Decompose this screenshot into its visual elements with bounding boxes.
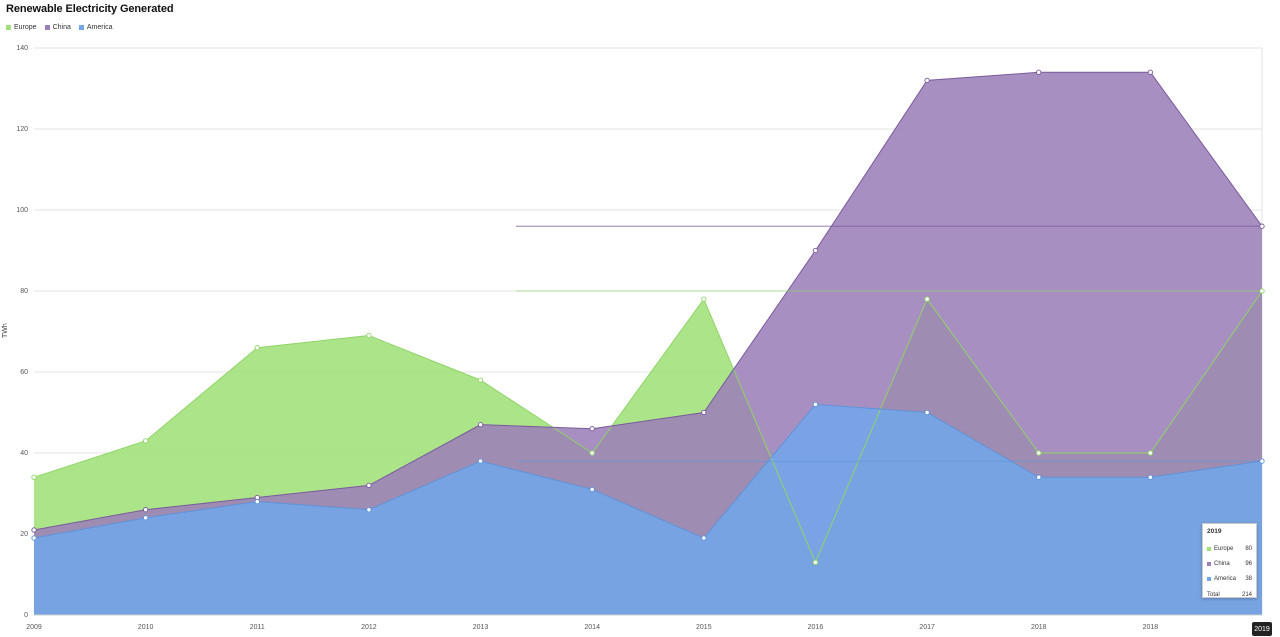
data-point-china[interactable] — [1259, 223, 1265, 229]
tooltip-name-europe: Europe — [1214, 545, 1234, 552]
legend-label-america: America — [86, 24, 113, 31]
tooltip-value-europe: 80 — [1245, 545, 1252, 552]
chart-title: Renewable Electricity Generated — [6, 3, 174, 15]
x-tick-label: 2018 — [1031, 624, 1047, 631]
x-tick-label: 2013 — [473, 624, 489, 631]
legend: Europe China America — [6, 24, 113, 31]
tooltip-total-value: 214 — [1241, 592, 1252, 598]
legend-label-china: China — [52, 24, 71, 31]
data-point-america[interactable] — [1259, 458, 1265, 464]
series-line-china — [33, 71, 1263, 531]
data-point-europe[interactable] — [1259, 288, 1265, 294]
tooltip-swatch-china — [1207, 561, 1211, 566]
data-point-america[interactable] — [254, 498, 260, 505]
legend-swatch-china — [44, 25, 50, 30]
tooltip-value-america: 38 — [1245, 575, 1252, 582]
x-tick-label: 2015 — [696, 624, 712, 631]
tooltip-row-europe: Europe 80 — [1207, 541, 1252, 556]
x-tick-label: 2010 — [138, 624, 154, 631]
legend-item-europe[interactable]: Europe — [6, 24, 37, 31]
y-tick-label: 40 — [20, 450, 28, 457]
legend-item-china[interactable]: China — [44, 24, 71, 31]
data-point-china[interactable] — [812, 247, 819, 254]
x-tick-label: 2018 — [1143, 624, 1159, 631]
tooltip-row-china: China 96 — [1207, 556, 1252, 571]
tooltip-swatch-europe — [1207, 546, 1211, 551]
series-line-america — [33, 403, 1263, 539]
tooltip-value-china: 96 — [1245, 560, 1252, 567]
data-point-america[interactable] — [31, 535, 37, 541]
data-point-europe[interactable] — [366, 332, 372, 339]
data-point-america[interactable] — [812, 401, 819, 408]
hover-x-badge: 2019 — [1252, 622, 1272, 636]
data-point-europe[interactable] — [254, 345, 260, 351]
data-point-china[interactable] — [1036, 69, 1042, 75]
data-point-america[interactable] — [477, 458, 484, 464]
tooltip-total-label: Total — [1207, 592, 1220, 598]
series-line-europe — [33, 290, 1263, 564]
data-point-america[interactable] — [142, 515, 149, 521]
legend-item-america[interactable]: America — [78, 24, 113, 31]
data-point-china[interactable] — [589, 426, 595, 432]
data-point-europe[interactable] — [701, 296, 707, 302]
data-point-china[interactable] — [142, 507, 149, 513]
data-point-europe[interactable] — [477, 377, 484, 383]
x-tick-label: 2012 — [361, 624, 377, 631]
x-tick-label: 2016 — [808, 624, 824, 631]
data-point-europe[interactable] — [812, 559, 819, 565]
data-point-america[interactable] — [366, 507, 372, 513]
y-tick-label: 20 — [20, 531, 28, 538]
y-tick-label: 100 — [16, 207, 28, 214]
tooltip-swatch-america — [1207, 576, 1211, 581]
legend-swatch-europe — [6, 25, 11, 30]
y-tick-label: 60 — [20, 369, 28, 376]
y-tick-label: 0 — [24, 612, 28, 619]
data-point-europe[interactable] — [31, 474, 37, 480]
data-point-america[interactable] — [589, 486, 595, 493]
legend-label-europe: Europe — [14, 24, 37, 31]
x-tick-label: 2009 — [26, 624, 42, 631]
data-point-america[interactable] — [1147, 474, 1154, 480]
data-point-china[interactable] — [366, 482, 372, 489]
tooltip: 2019 Europe 80 China 96 America 38 Total… — [1202, 523, 1257, 598]
data-point-china[interactable] — [31, 527, 37, 533]
data-point-america[interactable] — [1036, 474, 1042, 480]
x-tick-label: 2014 — [584, 624, 600, 631]
data-point-america[interactable] — [924, 409, 930, 416]
data-point-america[interactable] — [701, 535, 707, 541]
data-point-europe[interactable] — [142, 438, 149, 444]
data-point-europe[interactable] — [1147, 450, 1154, 456]
data-point-europe[interactable] — [924, 296, 930, 302]
data-point-europe[interactable] — [1036, 450, 1042, 456]
x-tick-label: 2011 — [250, 624, 265, 631]
legend-swatch-america — [78, 25, 84, 30]
data-point-china[interactable] — [924, 77, 930, 84]
y-tick-label: 120 — [16, 126, 28, 133]
data-point-china[interactable] — [701, 409, 707, 416]
tooltip-total-row: Total 214 — [1207, 588, 1252, 602]
y-tick-label: 140 — [16, 45, 28, 52]
tooltip-row-america: America 38 — [1207, 571, 1252, 586]
y-tick-label: 80 — [20, 288, 28, 295]
data-point-europe[interactable] — [589, 450, 595, 456]
area-america[interactable] — [34, 404, 1262, 615]
x-tick-label: 2017 — [919, 624, 935, 631]
tooltip-name-america: America — [1214, 575, 1237, 582]
tooltip-name-china: China — [1214, 560, 1230, 567]
data-point-china[interactable] — [477, 421, 484, 428]
data-point-china[interactable] — [1147, 69, 1154, 75]
tooltip-title: 2019 — [1207, 528, 1222, 535]
